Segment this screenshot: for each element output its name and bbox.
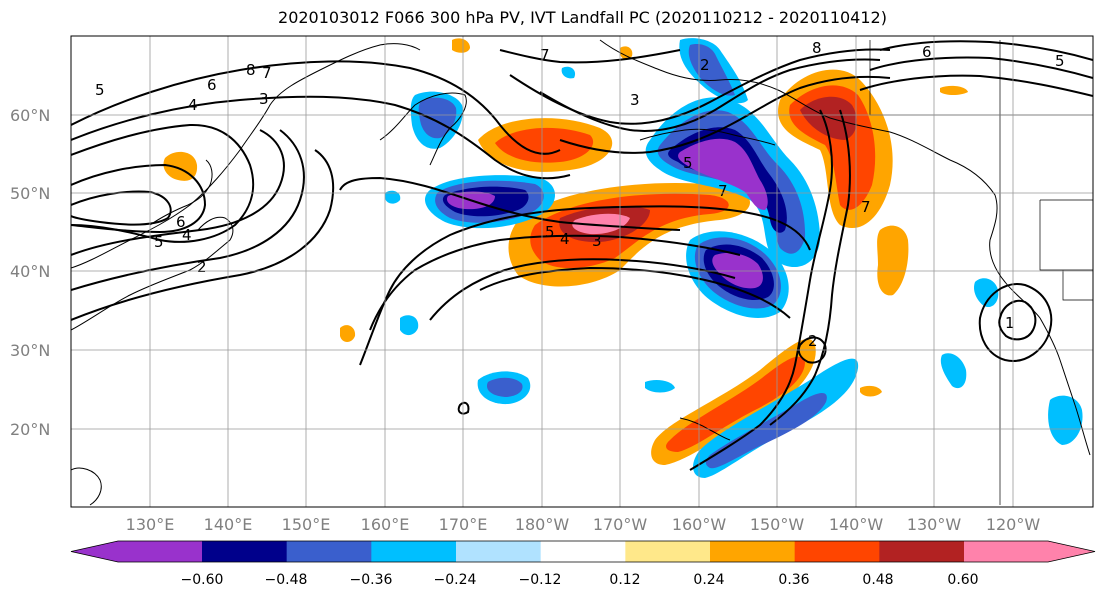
- svg-text:3: 3: [630, 91, 640, 109]
- lon-label: 130°W: [907, 515, 962, 534]
- svg-text:7: 7: [540, 46, 550, 64]
- colorbar-tick-label: 0.24: [693, 572, 724, 588]
- lon-label: 160°E: [361, 515, 410, 534]
- colorbar-segment: [540, 541, 626, 562]
- colorbar-outline: [70, 540, 1096, 563]
- colorbar-tick-labels: −0.60 −0.48 −0.36 −0.24 −0.12 0.12 0.24 …: [181, 572, 979, 588]
- lat-label: 60°N: [10, 106, 50, 125]
- lon-label: 180°W: [515, 515, 570, 534]
- lon-label: 170°W: [593, 515, 648, 534]
- svg-text:8: 8: [246, 61, 256, 79]
- map-content: 4 5 6 8 7 3 6 5 4 2 5 4 3 7 5 2 8 6 5 7 …: [71, 36, 1093, 507]
- colorbar-segment: [202, 541, 288, 562]
- svg-text:2: 2: [700, 56, 710, 74]
- colorbar-tick-label: 0.60: [947, 572, 978, 588]
- colorbar-segment: [371, 541, 457, 562]
- svg-text:5: 5: [545, 223, 555, 241]
- svg-text:7: 7: [718, 182, 728, 200]
- map-border: [70, 35, 1094, 508]
- colorbar-segment: [710, 541, 796, 562]
- anomaly-shading: [163, 38, 1083, 478]
- colorbar: [70, 540, 1096, 563]
- colorbar-segment: [879, 541, 965, 562]
- colorbar-tick-label: −0.24: [434, 572, 477, 588]
- svg-text:6: 6: [922, 43, 932, 61]
- colorbar-tick-label: 0.12: [609, 572, 640, 588]
- colorbar-tick-label: −0.12: [519, 572, 562, 588]
- lon-label: 130°E: [126, 515, 175, 534]
- svg-text:3: 3: [259, 90, 269, 108]
- colorbar-extension-low: [71, 541, 118, 562]
- colorbar-segment: [625, 541, 711, 562]
- svg-text:8: 8: [812, 39, 822, 57]
- svg-text:5: 5: [683, 154, 693, 172]
- lon-label: 160°W: [672, 515, 727, 534]
- lat-label: 40°N: [10, 262, 50, 281]
- lon-label: 150°W: [750, 515, 805, 534]
- colorbar-tick-label: 0.48: [862, 572, 893, 588]
- svg-text:5: 5: [154, 233, 164, 251]
- colorbar-segment: [286, 541, 372, 562]
- colorbar-segment: [794, 541, 880, 562]
- lon-label: 120°W: [986, 515, 1041, 534]
- colorbar-segment: [118, 541, 203, 562]
- contour-labels: 4 5 6 8 7 3 6 5 4 2 5 4 3 7 5 2 8 6 5 7 …: [95, 39, 1065, 350]
- svg-text:4: 4: [188, 96, 198, 114]
- lon-label: 140°W: [829, 515, 884, 534]
- svg-text:2: 2: [808, 332, 818, 350]
- lon-label: 140°E: [204, 515, 253, 534]
- map-title: 2020103012 F066 300 hPa PV, IVT Landfall…: [278, 8, 887, 27]
- lat-label: 20°N: [10, 420, 50, 439]
- svg-text:3: 3: [592, 232, 602, 250]
- lon-label: 170°E: [439, 515, 488, 534]
- colorbar-segment: [964, 541, 1049, 562]
- colorbar-segment: [456, 541, 542, 562]
- svg-text:7: 7: [861, 198, 871, 216]
- svg-text:4: 4: [182, 226, 192, 244]
- lat-label: 50°N: [10, 184, 50, 203]
- colorbar-tick-label: −0.60: [181, 572, 224, 588]
- gridlines: [71, 36, 1093, 507]
- longitude-labels: 130°E 140°E 150°E 160°E 170°E 180°W 170°…: [126, 515, 1041, 534]
- svg-text:6: 6: [207, 76, 217, 94]
- pv-contours: [71, 40, 1093, 471]
- svg-text:5: 5: [95, 81, 105, 99]
- colorbar-tick-label: 0.36: [778, 572, 809, 588]
- svg-text:5: 5: [1055, 52, 1065, 70]
- svg-text:4: 4: [560, 230, 570, 248]
- lat-label: 30°N: [10, 341, 50, 360]
- latitude-labels: 60°N 50°N 40°N 30°N 20°N: [10, 106, 50, 439]
- svg-text:7: 7: [262, 64, 272, 82]
- svg-text:6: 6: [176, 213, 186, 231]
- colorbar-extension-high: [1048, 541, 1095, 562]
- lon-label: 150°E: [282, 515, 331, 534]
- colorbar-tick-label: −0.36: [350, 572, 393, 588]
- svg-text:1: 1: [1005, 314, 1015, 332]
- svg-text:2: 2: [197, 258, 207, 276]
- colorbar-tick-label: −0.48: [265, 572, 308, 588]
